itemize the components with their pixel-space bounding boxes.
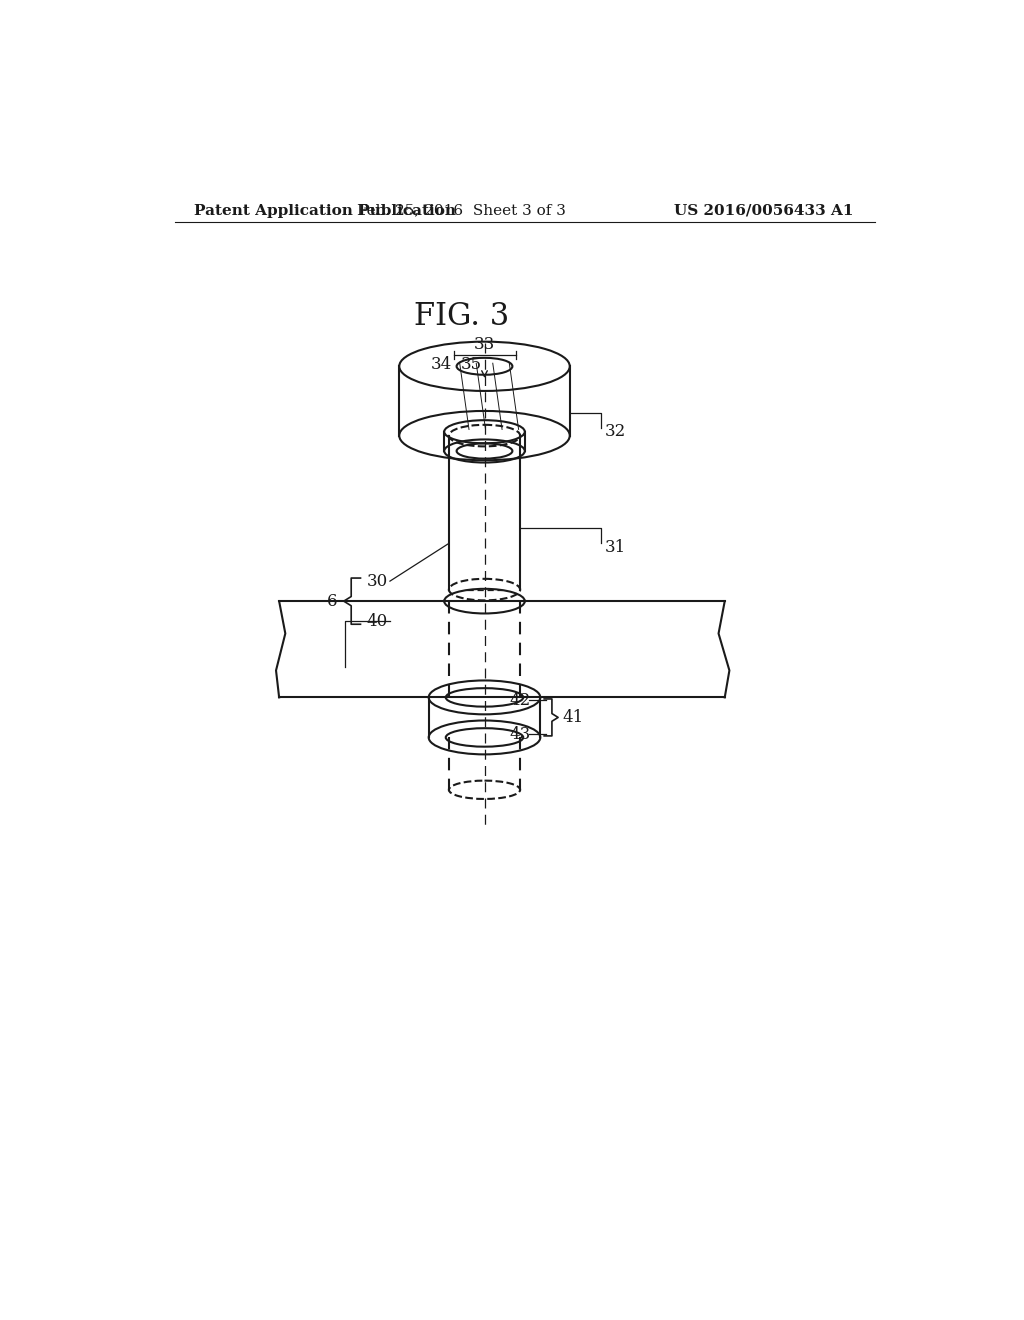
Text: 33: 33 — [474, 337, 496, 354]
Text: 34: 34 — [431, 356, 452, 374]
Text: 32: 32 — [604, 424, 626, 441]
Text: 43: 43 — [509, 726, 530, 743]
Text: 40: 40 — [367, 612, 388, 630]
Text: 41: 41 — [562, 709, 584, 726]
Text: Feb. 25, 2016  Sheet 3 of 3: Feb. 25, 2016 Sheet 3 of 3 — [356, 203, 565, 218]
Text: 6: 6 — [327, 593, 338, 610]
Text: FIG. 3: FIG. 3 — [414, 301, 509, 331]
Text: 30: 30 — [367, 573, 388, 590]
Text: 35: 35 — [461, 356, 482, 374]
Text: Patent Application Publication: Patent Application Publication — [194, 203, 456, 218]
Text: US 2016/0056433 A1: US 2016/0056433 A1 — [674, 203, 853, 218]
Text: 31: 31 — [604, 539, 626, 556]
Text: 42: 42 — [509, 692, 530, 709]
